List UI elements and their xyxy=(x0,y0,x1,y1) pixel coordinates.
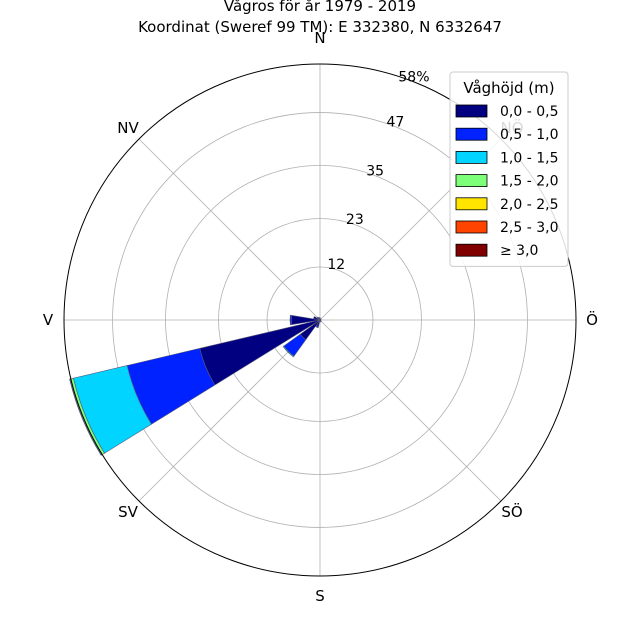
legend-swatch-0 xyxy=(455,104,488,118)
direction-label-2: Ö xyxy=(586,310,598,329)
legend-title: Våghöjd (m) xyxy=(463,79,554,97)
direction-label-3: SÖ xyxy=(501,502,522,521)
ring-label-4: 58% xyxy=(398,69,429,85)
direction-label-4: S xyxy=(315,587,325,605)
legend-swatch-5 xyxy=(455,220,488,234)
legend-label-0: 0,0 - 0,5 xyxy=(500,104,558,120)
direction-label-5: SV xyxy=(118,503,139,521)
legend-swatch-1 xyxy=(455,127,488,141)
ring-labels: 12 23 35 47 58% xyxy=(327,69,429,273)
rose-bar-11-4 xyxy=(69,378,102,456)
direction-label-6: V xyxy=(43,311,54,329)
legend-label-1: 0,5 - 1,0 xyxy=(500,127,558,143)
rose-bar-15-0 xyxy=(318,317,321,321)
direction-label-7: NV xyxy=(117,119,139,137)
legend-label-4: 2,0 - 2,5 xyxy=(500,197,558,213)
rose-bar-11-0 xyxy=(199,319,321,386)
rose-bar-10-2 xyxy=(282,345,295,358)
legend-swatch-4 xyxy=(455,197,488,211)
grid-spoke-7 xyxy=(138,138,321,321)
grid-spoke-3 xyxy=(319,319,502,502)
legend-swatch-3 xyxy=(455,174,488,188)
ring-label-3: 47 xyxy=(386,114,404,130)
legend-box xyxy=(449,71,569,267)
rose-bar-9-1 xyxy=(315,325,319,329)
chart-subtitle: Koordinat (Sweref 99 TM): E 332380, N 63… xyxy=(138,18,502,36)
legend-swatch-2 xyxy=(455,150,488,164)
legend-items: 0,0 - 0,5 0,5 - 1,0 1,0 - 1,5 1,5 - 2,0 2,0 … xyxy=(455,104,558,259)
chart-title: Vågros för år 1979 - 2019 xyxy=(223,0,417,15)
legend: Våghöjd (m) 0,0 - 0,5 0,5 - 1,0 1,0 - 1,5 1… xyxy=(449,71,569,267)
ring-label-2: 35 xyxy=(366,163,384,179)
legend-label-2: 1,0 - 1,5 xyxy=(500,150,558,166)
legend-swatch-6 xyxy=(455,243,488,257)
legend-label-3: 1,5 - 2,0 xyxy=(500,174,558,190)
rose-bar-12-1 xyxy=(289,314,293,326)
rose-bars xyxy=(69,314,322,456)
direction-label-0: N xyxy=(314,29,325,47)
ring-label-1: 23 xyxy=(346,212,364,228)
ring-label-0: 12 xyxy=(327,257,345,273)
outer-circle xyxy=(63,63,577,577)
legend-label-6: ≥ 3,0 xyxy=(500,243,538,259)
legend-label-5: 2,5 - 3,0 xyxy=(500,220,558,236)
